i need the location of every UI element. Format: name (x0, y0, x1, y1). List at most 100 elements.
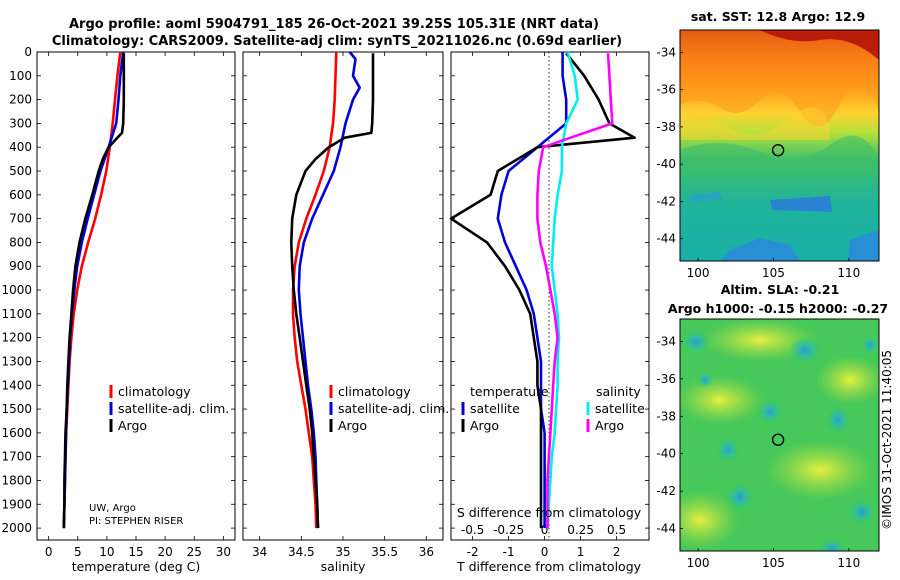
lon-tick-label: 110 (837, 266, 860, 280)
sst-map-axes: 100 105 110 -34 -36 -38 -40 -42 -44 (656, 45, 860, 280)
depth-tick-label: 1700 (1, 450, 32, 464)
lon-tick-label: 105 (762, 556, 785, 570)
temperature-legend: climatology satellite-adj. clim. Argo (109, 384, 229, 433)
depth-tick-label: 1000 (1, 283, 32, 297)
depth-tick-label: 600 (9, 188, 32, 202)
series-satellite-adj-clim- (297, 51, 362, 529)
x-tick-label: 5 (74, 545, 82, 559)
series-salinity-satellite (546, 51, 580, 529)
depth-tick-label: 0 (24, 45, 32, 59)
lat-tick-label: -40 (656, 157, 676, 171)
legend-temperature-title: temperature (470, 384, 549, 399)
sst-map: sat. SST: 12.8 Argo: 12.9 100 105 110 -34 -3… (656, 9, 880, 280)
depth-tick-label: 1100 (1, 307, 32, 321)
depth-tick-label: 400 (9, 140, 32, 154)
series-argo (62, 53, 126, 529)
lat-tick-label: -42 (656, 484, 676, 498)
lon-tick-label: 100 (687, 556, 710, 570)
t-difference-xlabel: T difference from climatology (456, 559, 642, 574)
depth-tick-label: 1800 (1, 473, 32, 487)
lat-tick-label: -34 (656, 45, 676, 59)
x-tick-label: 25 (187, 545, 202, 559)
depth-tick-label: 2000 (1, 521, 32, 535)
sla-map-axes: 100 105 110 -34 -36 -38 -40 -42 -44 (656, 334, 860, 570)
sla-field (680, 319, 879, 551)
lon-tick-label: 100 (687, 266, 710, 280)
timestamp: ©IMOS 31-Oct-2021 11:40:05 (880, 350, 894, 530)
lon-tick-label: 105 (762, 266, 785, 280)
x-tick-label: 36 (419, 545, 434, 559)
legend-s-argo: Argo (595, 418, 624, 433)
figure-title-line2: Climatology: CARS2009. Satellite-adj cli… (52, 34, 622, 49)
lat-tick-label: -36 (656, 83, 676, 97)
sla-map: Altim. SLA: -0.21 Argo h1000: -0.15 h200… (656, 282, 888, 570)
sst-map-title: sat. SST: 12.8 Argo: 12.9 (691, 9, 865, 24)
x-tick-label: 10 (99, 545, 114, 559)
series-temperature-satellite (496, 52, 568, 529)
depth-tick-label: 900 (9, 259, 32, 273)
sla-map-frame (679, 318, 880, 552)
temperature-panel: 0100200300400500600700800900100011001200… (1, 45, 236, 574)
legend-satellite: satellite-adj. clim. (338, 401, 449, 416)
salinity-legend: climatology satellite-adj. clim. Argo (329, 384, 449, 433)
s-tick-label: 0.25 (567, 523, 594, 537)
depth-tick-label: 500 (9, 164, 32, 178)
x-tick-label: 34 (252, 545, 267, 559)
x-tick-label: 20 (157, 545, 172, 559)
s-difference-xlabel: S difference from climatology (457, 505, 642, 520)
salinity-xlabel: salinity (321, 559, 366, 574)
depth-axis: 0 100 200 300 400 500 600 700 800 900 1000 1100 1200… (1, 45, 235, 535)
legend-t-argo: Argo (470, 418, 499, 433)
x-tick-label: 34.5 (288, 545, 315, 559)
legend-climatology: climatology (118, 384, 191, 399)
sla-map-subtitle: Argo h1000: -0.15 h2000: -0.27 (668, 301, 888, 316)
series-argo (289, 53, 375, 529)
depth-tick-label: 1400 (1, 378, 32, 392)
x-tick-label: 0 (45, 545, 53, 559)
lat-tick-label: -36 (656, 372, 676, 386)
s-tick-label: 0.5 (607, 523, 626, 537)
s-tick-label: -0.5 (461, 523, 484, 537)
depth-tick-label: 1200 (1, 331, 32, 345)
lat-tick-label: -42 (656, 194, 676, 208)
lon-tick-label: 110 (837, 556, 860, 570)
legend-s-satellite: satellite (595, 401, 645, 416)
s-tick-label: -0.25 (493, 523, 524, 537)
x-tick-label: 30 (216, 545, 231, 559)
x-tick-label: 0 (541, 545, 549, 559)
salinity-axes (242, 51, 444, 541)
temperature-series (62, 51, 126, 529)
depth-tick-label: 1500 (1, 402, 32, 416)
difference-series (449, 51, 636, 529)
x-tick-label: -1 (503, 545, 515, 559)
series-salinity-argo (536, 53, 614, 529)
depth-tick-label: 800 (9, 235, 32, 249)
depth-tick-label: 1300 (1, 354, 32, 368)
origin-text: UW, Argo (89, 503, 136, 514)
lat-tick-label: -40 (656, 447, 676, 461)
lat-tick-label: -44 (656, 232, 676, 246)
temperature-x-axis: 0 5 10 15 20 25 30 (45, 52, 231, 559)
depth-tick-label: 200 (9, 93, 32, 107)
salinity-depth-ticks (243, 51, 443, 529)
salinity-panel: 34 34.5 35 35.5 36 salinity climatology sate… (242, 51, 449, 574)
depth-tick-label: 700 (9, 212, 32, 226)
figure-title-line1: Argo profile: aoml 5904791_185 26-Oct-20… (69, 17, 599, 32)
difference-panel: -2 -1 0 1 2 -0.5 -0.25 0 0.25 0.5 T difference fr… (449, 51, 650, 574)
legend-argo: Argo (338, 418, 367, 433)
salinity-x-axis: 34 34.5 35 35.5 36 (252, 52, 434, 559)
lat-tick-label: -38 (656, 409, 676, 423)
lat-tick-label: -34 (656, 334, 676, 348)
legend-t-satellite: satellite (470, 401, 520, 416)
legend-salinity-title: salinity (596, 384, 641, 399)
pi-text: PI: STEPHEN RISER (89, 516, 183, 527)
sla-map-title: Altim. SLA: -0.21 (721, 282, 840, 297)
lat-tick-label: -38 (656, 120, 676, 134)
float-position-marker (771, 143, 785, 157)
sst-map-frame (679, 29, 880, 262)
depth-tick-label: 100 (9, 69, 32, 83)
x-tick-label: 35 (335, 545, 350, 559)
x-tick-label: 2 (613, 545, 621, 559)
lat-tick-label: -44 (656, 522, 676, 536)
